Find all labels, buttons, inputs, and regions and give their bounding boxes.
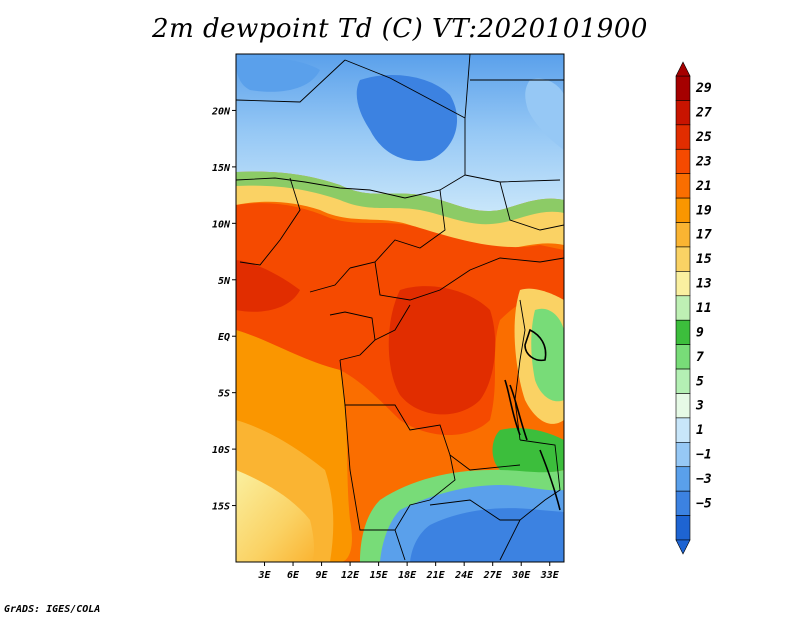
map-frame [235,53,565,563]
south-atlantic-dry [236,470,315,562]
lon-tick-label: 9E [316,570,329,581]
colorbar-label: 3 [695,399,704,414]
lake-outlines [504,328,561,511]
colorbar-label: −3 [696,472,712,487]
colorbar-label: 27 [695,106,712,121]
map-title: 2m dewpoint Td (C) VT:2020101900 [152,14,648,44]
colorbar-segment [675,197,691,223]
colorbar-label: 21 [695,179,712,194]
colorbar-label: 15 [696,252,712,267]
colorbar-label: 17 [696,228,712,243]
dewpoint-field [236,54,564,562]
colorbar-segment [675,295,691,321]
colorbar-label: −1 [696,448,712,463]
nile-region-light [525,78,564,150]
colorbar-segment [675,466,691,492]
colorbar-segment [675,246,691,272]
lon-tick-label: 3E [257,570,271,581]
colorbar-segment [675,393,691,419]
colorbar-label: 9 [696,325,704,340]
colorbar-label: 29 [695,81,712,96]
lon-tick-label: 30E [511,570,531,581]
lon-tick-label: 33E [540,570,560,581]
lon-tick-label: 18E [398,570,417,581]
lon-tick-label: 24E [454,570,474,581]
colorbar-label: 13 [696,277,712,292]
lon-tick-label: 12E [341,570,360,581]
colorbar-label: −5 [696,496,712,511]
colorbar-segment [675,100,691,126]
colorbar-segment [675,271,691,297]
lat-tick-label: 5N [218,276,231,287]
colorbar-segment [675,515,691,541]
colorbar-label: 1 [696,423,704,438]
colorbar-segment [675,222,691,248]
lon-tick-label: 27E [483,570,503,581]
lat-tick-label: 15S [212,502,230,513]
transition-band [236,171,564,227]
colorbar-label: 25 [695,130,712,145]
lon-tick-label: 15E [370,570,389,581]
colorbar-arrow-top [675,61,691,77]
colorbar-segment [675,319,691,345]
lat-tick-label: 20N [211,106,231,117]
colorbar-segment [675,148,691,174]
lon-tick-label: 6E [287,570,300,581]
colorbar: 29 27 25 23 21 19 17 15 13 11 9 7 5 3 1 −1 −3 −5 [675,61,712,555]
sahel-band [236,185,564,250]
colorbar-segment [675,75,691,101]
lat-tick-label: EQ [218,332,230,343]
congo-basin-max [388,286,496,415]
dry-core [356,75,458,161]
colorbar-segment [675,124,691,150]
grads-credit: GrADS: IGES/COLA [4,604,101,615]
colorbar-label: 11 [696,301,712,316]
southern-dry-core [410,508,564,562]
east-africa-lakes-green [492,428,564,473]
colorbar-label: 19 [696,203,712,218]
lon-tick-label: 21E [426,570,446,581]
country-borders [236,54,564,561]
lat-tick-label: 15N [212,163,231,174]
colorbar-segment [675,173,691,199]
east-africa-green [531,308,564,402]
colorbar-label: 5 [696,374,704,389]
colorbar-segment [675,442,691,468]
colorbar-segment [675,344,691,370]
lat-tick-label: 10N [212,219,231,230]
colorbar-arrow-bottom [675,539,691,555]
dry-patch-west [236,57,320,92]
lat-tick-label: 10S [212,445,230,456]
colorbar-label: 23 [695,154,712,169]
latitude-axis: 20N 15N 10N 5N EQ 5S 10S 15S [211,106,236,513]
gulf-guinea-max [236,260,300,312]
colorbar-segment [675,490,691,516]
colorbar-segment [675,417,691,443]
colorbar-segment [675,368,691,394]
lat-tick-label: 5S [218,389,230,400]
colorbar-label: 7 [696,350,704,365]
longitude-axis: 3E 6E 9E 12E 15E 18E 21E 24E 27E 30E 33E [257,562,560,581]
